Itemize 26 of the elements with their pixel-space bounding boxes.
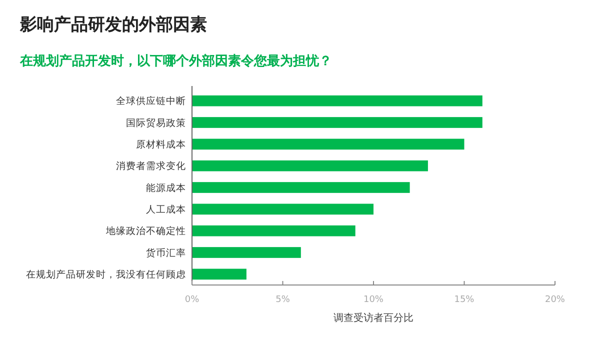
x-tick-label: 15% bbox=[454, 295, 475, 305]
x-tick-label: 0% bbox=[184, 295, 200, 305]
bar bbox=[192, 268, 246, 280]
y-tick-label: 能源成本 bbox=[146, 182, 186, 194]
bar bbox=[192, 204, 374, 215]
bar bbox=[192, 138, 464, 150]
bar bbox=[192, 182, 410, 193]
y-tick-label: 原材料成本 bbox=[136, 138, 186, 150]
bar bbox=[192, 247, 301, 258]
x-tick-label: 20% bbox=[544, 295, 566, 305]
y-tick-label: 人工成本 bbox=[146, 203, 186, 216]
bar bbox=[192, 225, 356, 236]
bar bbox=[192, 95, 482, 106]
x-axis-title: 调查受访者百分比 bbox=[334, 312, 414, 324]
chart-title: 影响产品研发的外部因素 bbox=[19, 15, 207, 35]
x-tick-label: 5% bbox=[276, 295, 290, 305]
y-tick-label: 国际贸易政策 bbox=[126, 116, 186, 129]
y-tick-label: 全球供应链中断 bbox=[116, 95, 186, 108]
bar bbox=[192, 160, 428, 172]
chart-subtitle: 在规划产品开发时，以下哪个外部因素令您最为担忧？ bbox=[19, 53, 332, 69]
bar bbox=[192, 117, 482, 128]
y-tick-label: 在规划产品研发时，我没有任何顾虑 bbox=[26, 268, 186, 280]
y-tick-label: 货币汇率 bbox=[146, 246, 186, 259]
y-tick-label: 地缘政治不确定性 bbox=[105, 225, 186, 238]
y-tick-label: 消费者需求变化 bbox=[116, 160, 186, 172]
x-tick-label: 10% bbox=[363, 295, 384, 305]
